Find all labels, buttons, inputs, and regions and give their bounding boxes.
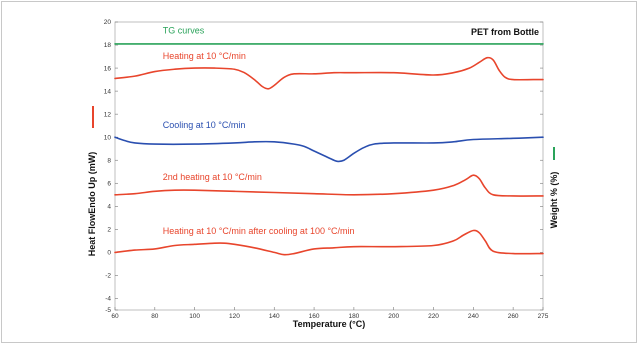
x-tick-label: 180	[348, 313, 359, 320]
chart-title: PET from Bottle	[471, 27, 539, 37]
x-tick-label: 260	[508, 313, 519, 320]
x-axis-title: Temperature (°C)	[293, 319, 365, 329]
x-tick-label: 275	[538, 313, 549, 320]
y-tick-label: 0	[107, 250, 111, 257]
y-tick-label: 10	[104, 134, 112, 141]
y-tick-label: 16	[104, 65, 112, 72]
y-tick-label: -5	[105, 307, 111, 314]
y-axis-title: Heat FlowEndo Up (mW)	[87, 152, 97, 257]
curve-label-4: 2nd heating at 10 °C/min	[163, 172, 262, 182]
curve-label-3: Cooling at 10 °C/min	[163, 120, 246, 130]
x-tick-label: 200	[388, 313, 399, 320]
curve-label-5: Heating at 10 °C/min after cooling at 10…	[163, 226, 355, 236]
x-tick-label: 60	[111, 313, 119, 320]
curve-label-2: Heating at 10 °C/min	[163, 51, 246, 61]
series-line-5	[114, 229, 544, 256]
y-tick-label: 18	[104, 42, 112, 49]
y-axis-title-group: Heat FlowEndo Up (mW)	[87, 106, 97, 256]
curve-label-1: TG curves	[163, 26, 205, 36]
x-axis-ticks: 60 80 100 120 140 160 180 200 220 240 260 275	[111, 307, 549, 320]
plot-area	[114, 21, 544, 311]
y-tick-label: 4	[107, 204, 111, 211]
x-tick-label: 100	[189, 313, 200, 320]
x-tick-label: 120	[229, 313, 240, 320]
y-tick-label: 12	[104, 111, 112, 118]
series-line-4	[114, 174, 544, 197]
x-tick-label: 160	[309, 313, 320, 320]
series-line-2	[114, 56, 544, 90]
y2-axis-title: Weight % (%)	[549, 172, 559, 229]
series-group	[114, 43, 544, 256]
x-tick-label: 140	[269, 313, 280, 320]
y-axis-ticks: -5 -4 -2 0 2 4 6 8 10 12 14 16 18 20	[104, 19, 543, 314]
y-tick-label: 14	[104, 88, 112, 95]
x-tick-label: 240	[468, 313, 479, 320]
curve-labels-group: TG curves Heating at 10 °C/min Cooling at …	[163, 26, 355, 236]
y2-axis-title-group: Weight % (%)	[549, 147, 559, 228]
x-tick-label: 80	[151, 313, 159, 320]
y-tick-label: 8	[107, 157, 111, 164]
y-tick-label: 2	[107, 227, 111, 234]
series-line-3	[114, 136, 544, 163]
y-tick-label: -2	[105, 273, 111, 280]
y-tick-label: 20	[104, 19, 112, 26]
y-tick-label: 6	[107, 180, 111, 187]
y-tick-label: -4	[105, 296, 111, 303]
x-tick-label: 220	[428, 313, 439, 320]
